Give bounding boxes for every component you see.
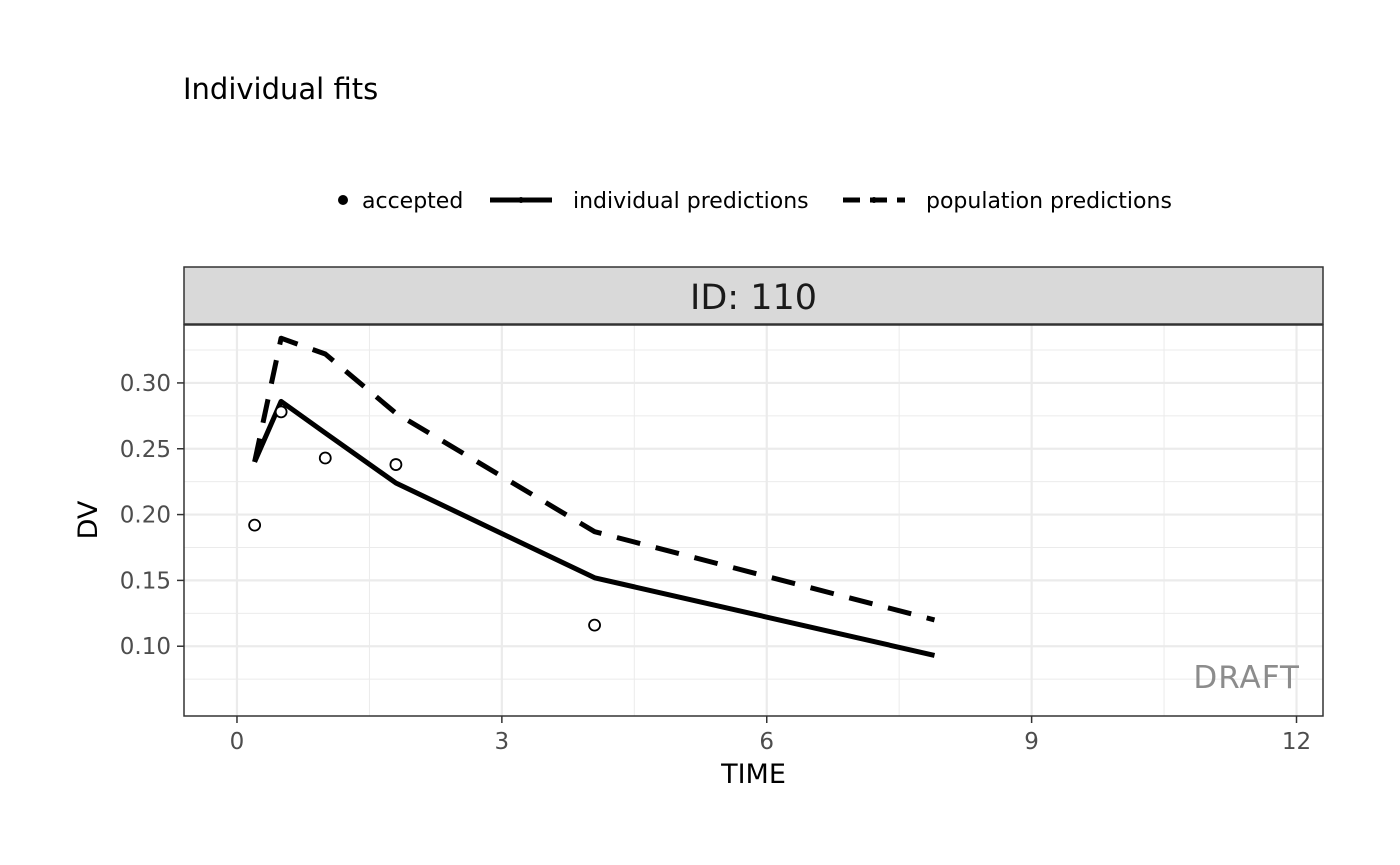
legend-label-individual-predictions: individual predictions: [573, 189, 809, 214]
x-tick-label: 0: [230, 729, 245, 755]
y-tick-label: 0.10: [120, 634, 171, 660]
data-point: [389, 458, 403, 471]
plot-panel: [184, 325, 1323, 716]
y-tick-label: 0.25: [120, 437, 171, 463]
x-axis: 0 3 6 9 12: [230, 716, 1311, 755]
legend-key-population-point: [871, 197, 877, 203]
y-axis-title: DV: [73, 500, 104, 539]
facet-strip-background: [183, 266, 1324, 325]
x-tick-label: 3: [495, 729, 510, 755]
legend-item-accepted: accepted: [338, 189, 463, 214]
data-point: [274, 405, 288, 419]
legend-label-population-predictions: population predictions: [926, 189, 1172, 214]
draft-watermark: DRAFT: [1193, 660, 1300, 696]
x-axis-title: TIME: [720, 759, 786, 790]
series-line-population-predictions: [252, 335, 936, 623]
grid-major: [184, 325, 1323, 716]
data-points: [248, 405, 601, 632]
legend-label-accepted: accepted: [362, 189, 463, 214]
data-point: [318, 451, 332, 465]
x-tick-label: 12: [1282, 729, 1311, 755]
data-point: [248, 518, 262, 532]
plot-panel-border: [183, 324, 1324, 717]
facet-strip: ID: 110: [183, 266, 1324, 325]
grid-minor: [184, 325, 1323, 716]
facet-strip-label: ID: 110: [690, 278, 817, 318]
legend: accepted individual predictions populati…: [338, 189, 1172, 214]
legend-item-population-predictions: population predictions: [843, 189, 1172, 214]
chart-title: Individual fits: [183, 72, 378, 106]
legend-item-individual-predictions: individual predictions: [490, 189, 809, 214]
x-tick-label: 9: [1024, 729, 1039, 755]
y-tick-label: 0.30: [120, 371, 171, 397]
y-tick-label: 0.15: [120, 568, 171, 594]
legend-key-accepted: [338, 195, 348, 205]
legend-key-individual-point: [518, 197, 524, 203]
y-axis: 0.10 0.15 0.20 0.25 0.30: [120, 371, 184, 660]
y-tick-label: 0.20: [120, 503, 171, 529]
data-point: [588, 618, 601, 632]
x-tick-label: 6: [759, 729, 774, 755]
